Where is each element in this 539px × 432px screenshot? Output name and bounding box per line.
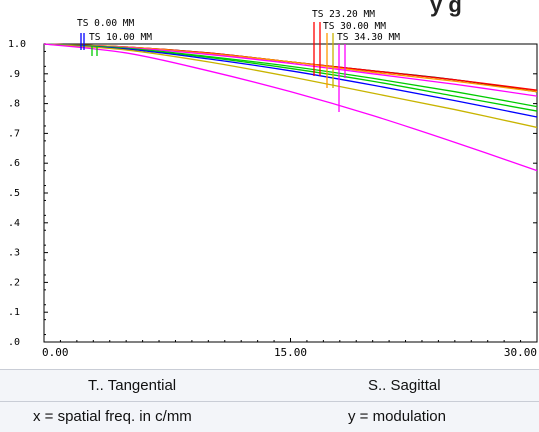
field-label: TS 30.00 MM — [323, 21, 386, 32]
y-tick-label: .1 — [8, 307, 20, 318]
mtf-curve-5 — [43, 43, 538, 112]
y-tick-label: 1.0 — [8, 39, 26, 50]
y-tick-label: .3 — [8, 248, 20, 259]
legend-axis-definitions-row: x = spatial freq. in c/mm y = modulation — [0, 401, 539, 432]
header-partial-title: y g — [430, 0, 462, 17]
y-tick-label: .5 — [8, 188, 20, 199]
plot-frame — [43, 43, 538, 343]
y-tick-label: .9 — [8, 69, 20, 80]
y-tick-label: .2 — [8, 277, 20, 288]
legend-tangential-sagittal-row: T.. Tangential S.. Sagittal — [0, 369, 539, 401]
mtf-curve-8 — [43, 43, 538, 172]
sagittal-label: S.. Sagittal — [368, 377, 441, 394]
mtf-curve-6 — [43, 43, 538, 118]
y-tick-label: .0 — [8, 337, 20, 348]
mtf-chart: y g .0 .1 .2 .3 .4 .5 .6 .7 .8 .9 1.0 0.00 15.00 30.0… — [8, 0, 538, 359]
mtf-curve-7 — [43, 43, 538, 129]
field-label: TS 34.30 MM — [337, 32, 400, 43]
x-tick-label: 0.00 — [42, 346, 69, 359]
x-tick-label: 15.00 — [274, 346, 307, 359]
y-axis-definition: y = modulation — [348, 408, 446, 425]
mtf-curve-1 — [43, 43, 538, 91]
field-label: TS 0.00 MM — [77, 18, 134, 29]
field-label: TS 10.00 MM — [89, 32, 152, 43]
y-tick-label: .8 — [8, 99, 20, 110]
field-label: TS 23.20 MM — [312, 9, 375, 20]
y-tick-label: .7 — [8, 128, 20, 139]
y-tick-label: .6 — [8, 158, 20, 169]
y-tick-label: .4 — [8, 218, 20, 229]
tangential-label: T.. Tangential — [88, 377, 177, 394]
x-tick-label: 30.00 — [504, 346, 537, 359]
x-axis-definition: x = spatial freq. in c/mm — [33, 408, 192, 425]
